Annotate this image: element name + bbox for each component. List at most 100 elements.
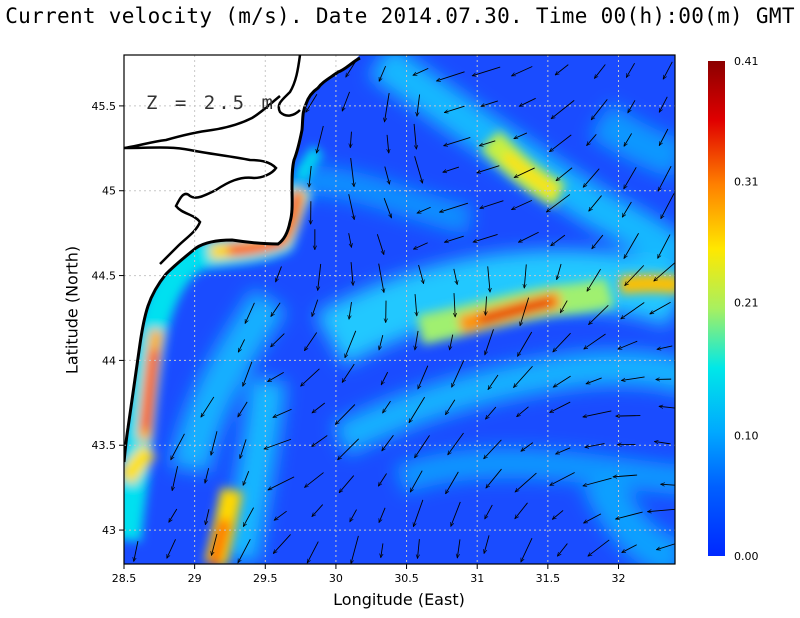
velocity-arrow	[654, 262, 675, 281]
velocity-arrow	[201, 396, 215, 417]
velocity-arrow	[622, 201, 632, 217]
velocity-arrow	[650, 301, 671, 315]
velocity-arrow	[417, 365, 429, 389]
velocity-arrow	[624, 167, 637, 188]
velocity-arrow	[439, 202, 469, 212]
velocity-arrow	[338, 438, 360, 460]
velocity-arrow	[481, 100, 499, 106]
velocity-arrow	[378, 263, 384, 293]
velocity-arrow	[383, 400, 391, 413]
land	[124, 55, 360, 462]
velocity-arrow	[376, 234, 383, 254]
velocity-arrow	[517, 331, 533, 356]
velocity-arrow	[521, 442, 534, 452]
velocity-arrow	[309, 165, 312, 187]
river-delta	[124, 55, 302, 265]
velocity-arrow	[169, 508, 178, 522]
velocity-arrow	[345, 330, 357, 358]
velocity-arrow	[444, 137, 471, 145]
velocity-arrow	[166, 539, 176, 558]
velocity-arrow	[384, 92, 390, 122]
velocity-arrow	[240, 439, 247, 458]
velocity-arrow	[417, 94, 421, 117]
velocity-arrow	[583, 477, 612, 486]
velocity-arrow	[660, 193, 675, 218]
velocity-arrow	[454, 293, 455, 317]
velocity-arrow	[415, 435, 430, 457]
y-tick-label: 43	[102, 524, 116, 537]
velocity-arrow	[413, 499, 424, 527]
velocity-arrow	[657, 234, 671, 259]
velocity-arrow	[349, 509, 357, 522]
velocity-arrow	[415, 330, 419, 350]
x-tick-label: 31.5	[536, 572, 561, 585]
velocity-arrow	[242, 507, 254, 527]
velocity-arrow	[583, 410, 612, 417]
velocity-arrow	[485, 329, 494, 355]
velocity-arrow	[621, 376, 645, 380]
velocity-arrow	[387, 134, 389, 153]
x-tick-label: 32	[611, 572, 625, 585]
velocity-arrow	[484, 535, 490, 553]
colorbar-tick-label: 0.00	[734, 550, 759, 563]
velocity-arrow	[273, 534, 291, 553]
velocity-arrow	[348, 233, 352, 247]
velocity-arrow	[515, 472, 537, 492]
velocity-arrow	[318, 263, 322, 290]
velocity-arrow	[622, 544, 637, 553]
velocity-arrow	[301, 368, 320, 386]
velocity-arrow	[268, 371, 284, 382]
velocity-arrow	[616, 511, 643, 519]
velocity-arrow	[273, 408, 292, 418]
velocity-arrow	[477, 165, 500, 173]
velocity-arrow	[205, 509, 210, 524]
velocity-arrow	[451, 360, 465, 387]
velocity-arrow	[586, 377, 602, 384]
velocity-arrow	[453, 268, 457, 285]
velocity-arrow	[348, 194, 355, 219]
velocity-arrow	[134, 541, 139, 561]
x-tick-label: 28.5	[112, 572, 137, 585]
velocity-arrow	[552, 510, 564, 519]
velocity-arrow	[350, 262, 353, 285]
velocity-arrow	[591, 99, 608, 119]
colorbar-tick-label: 0.41	[734, 55, 759, 68]
velocity-arrow	[274, 510, 287, 520]
velocity-arrow	[584, 333, 606, 349]
velocity-arrow	[512, 66, 533, 77]
velocity-arrow	[446, 471, 459, 494]
velocity-arrow	[243, 361, 253, 386]
velocity-arrow	[520, 537, 533, 562]
velocity-arrow	[559, 300, 568, 313]
velocity-arrow	[485, 296, 486, 315]
velocity-arrow	[479, 140, 496, 146]
velocity-arrow	[378, 473, 387, 487]
velocity-arrow	[379, 507, 386, 523]
velocity-arrow	[518, 231, 539, 243]
velocity-arrow	[662, 61, 673, 79]
velocity-arrow	[592, 234, 604, 249]
velocity-arrow	[556, 447, 571, 455]
colorbar: 0.41 0.31 0.21 0.10 0.00	[708, 55, 759, 563]
velocity-arrow	[451, 501, 461, 526]
velocity-arrow	[556, 167, 573, 181]
velocity-arrow	[264, 438, 292, 449]
velocity-arrow	[613, 475, 638, 477]
velocity-arrow	[409, 470, 423, 492]
velocity-arrow	[626, 62, 635, 77]
velocity-arrow	[205, 468, 210, 483]
velocity-arrow	[583, 168, 600, 188]
x-tick-label: 30	[329, 572, 343, 585]
velocity-arrow	[514, 132, 528, 140]
velocity-arrow	[654, 441, 671, 445]
velocity-arrow	[238, 401, 248, 417]
velocity-arrow	[339, 475, 355, 493]
velocity-arrow	[584, 513, 602, 524]
velocity-arrow	[312, 299, 319, 317]
velocity-arrow	[413, 67, 429, 76]
velocity-arrow	[211, 431, 218, 455]
velocity-arrow	[555, 64, 569, 75]
velocity-arrow	[515, 502, 528, 519]
velocity-arrow	[413, 242, 428, 250]
